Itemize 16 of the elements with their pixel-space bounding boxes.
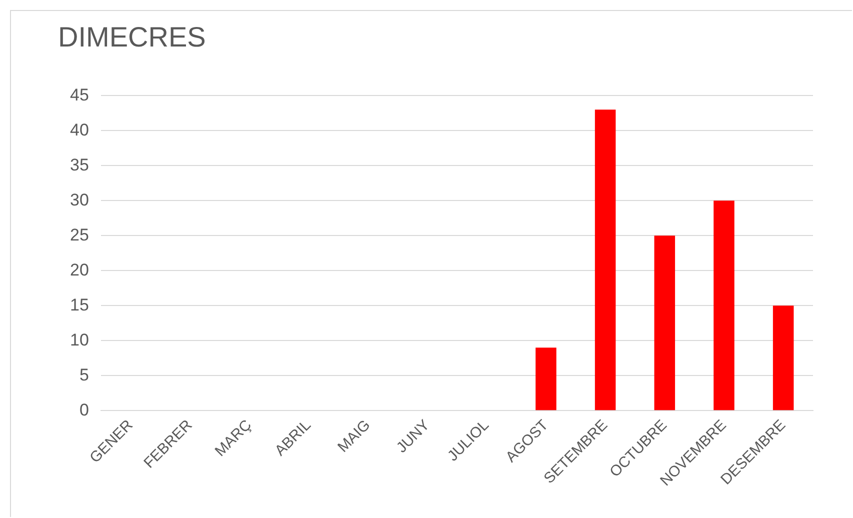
chart-title: DIMECRES bbox=[58, 22, 206, 53]
y-tick-label: 20 bbox=[70, 260, 89, 280]
y-tick-label: 25 bbox=[70, 225, 89, 244]
bar bbox=[714, 200, 734, 410]
bar bbox=[772, 306, 794, 410]
bar bbox=[536, 348, 556, 410]
y-tick-label: 0 bbox=[79, 400, 89, 420]
bar bbox=[654, 236, 676, 410]
y-tick-label: 35 bbox=[70, 155, 89, 174]
bar bbox=[594, 110, 616, 410]
y-tick-label: 15 bbox=[70, 295, 89, 314]
y-tick-label: 10 bbox=[70, 330, 89, 350]
y-tick-label: 40 bbox=[70, 120, 89, 140]
y-tick-label: 5 bbox=[79, 365, 89, 384]
y-tick-label: 45 bbox=[70, 85, 89, 104]
y-tick-label: 30 bbox=[70, 190, 89, 210]
